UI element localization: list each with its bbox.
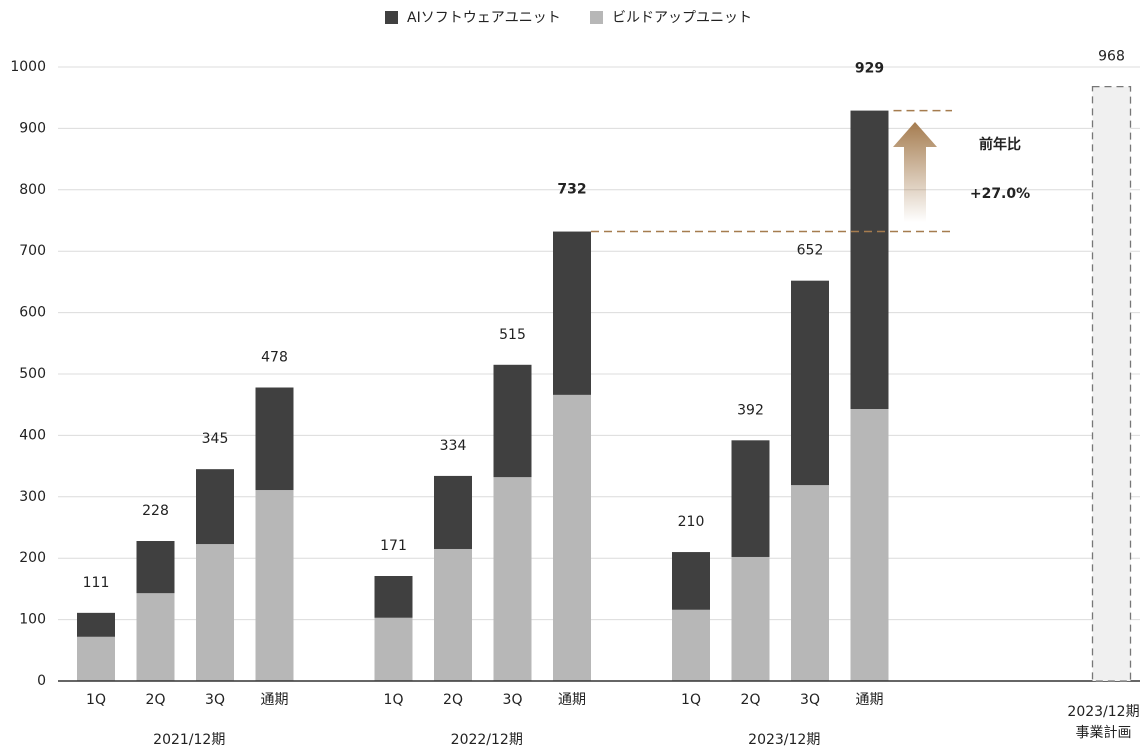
total-label: 392 <box>737 402 764 418</box>
bar-segment <box>493 364 532 478</box>
bar-segment <box>434 548 472 681</box>
bar-segment <box>672 552 710 610</box>
plan-label: 事業計画 <box>1076 725 1132 741</box>
x-tick-label: 3Q <box>800 692 820 708</box>
bar-segment <box>731 556 770 681</box>
legend-label: ビルドアップユニット <box>612 10 752 26</box>
growth-arrow <box>893 122 937 222</box>
total-label: 228 <box>142 503 169 519</box>
y-tick-label: 400 <box>19 427 46 443</box>
y-tick-label: 600 <box>19 305 46 321</box>
x-tick-label: 2Q <box>443 692 463 708</box>
x-tick-label: 3Q <box>205 692 225 708</box>
y-tick-label: 1000 <box>10 59 46 75</box>
total-label: 929 <box>855 61 884 77</box>
total-label: 515 <box>499 327 526 343</box>
legend-label: AIソフトウェアユニット <box>407 10 561 26</box>
group-label: 2021/12期 <box>153 732 225 747</box>
plan-label: 2023/12期 <box>1067 704 1139 720</box>
bar-segment <box>731 440 770 557</box>
total-label: 345 <box>202 431 229 447</box>
y-tick-label: 200 <box>19 550 46 566</box>
bar-segment <box>136 593 175 681</box>
x-tick-label: 1Q <box>384 692 404 708</box>
x-tick-label: 3Q <box>503 692 523 708</box>
bar-segment <box>255 387 294 491</box>
x-tick-label: 通期 <box>856 692 884 708</box>
y-tick-label: 100 <box>19 612 46 628</box>
bar-segment <box>850 110 889 409</box>
bar-segment <box>196 469 234 545</box>
bar-segment <box>434 475 472 549</box>
bar-segment <box>850 408 889 681</box>
x-tick-label: 1Q <box>681 692 701 708</box>
x-tick-label: 2Q <box>146 692 166 708</box>
total-label: 334 <box>440 438 467 454</box>
x-tick-label: 通期 <box>261 692 289 708</box>
y-tick-label: 900 <box>19 120 46 136</box>
y-tick-label: 0 <box>37 673 46 689</box>
y-tick-label: 800 <box>19 182 46 198</box>
total-label: 732 <box>557 182 586 198</box>
bar-segment <box>77 612 115 637</box>
bar-segment <box>553 231 591 395</box>
total-label: 171 <box>380 538 407 554</box>
legend-swatch <box>590 11 603 24</box>
annotation-value: +27.0% <box>970 186 1030 202</box>
bar-segment <box>672 609 710 681</box>
y-tick-label: 500 <box>19 366 46 382</box>
total-label: 478 <box>261 350 288 366</box>
bar-segment <box>255 490 294 681</box>
bar-segment <box>374 617 413 681</box>
y-tick-label: 700 <box>19 243 46 259</box>
plan-value-label: 968 <box>1098 49 1125 65</box>
group-label: 2022/12期 <box>451 732 523 747</box>
bar-segment <box>791 280 829 486</box>
legend-swatch <box>385 11 398 24</box>
total-label: 210 <box>678 514 705 530</box>
plan-bar <box>1091 85 1132 682</box>
total-label: 111 <box>83 575 110 591</box>
bar-segment <box>553 394 591 681</box>
bar-segment <box>374 576 413 618</box>
y-tick-label: 300 <box>19 489 46 505</box>
group-label: 2023/12期 <box>748 732 820 747</box>
bar-segment <box>77 636 115 681</box>
x-tick-label: 1Q <box>86 692 106 708</box>
bar-segment <box>136 541 175 594</box>
bar-segment <box>196 544 234 681</box>
bar-segment <box>791 485 829 681</box>
x-tick-label: 2Q <box>741 692 761 708</box>
x-tick-label: 通期 <box>558 692 586 708</box>
annotation-title: 前年比 <box>979 136 1021 153</box>
bar-segment <box>493 477 532 681</box>
total-label: 652 <box>797 243 824 259</box>
